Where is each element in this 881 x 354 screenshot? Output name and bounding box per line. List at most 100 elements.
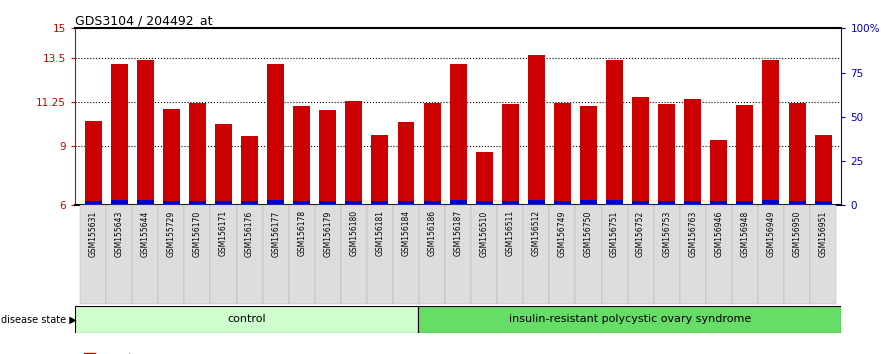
Bar (502, 104, 519, 205)
FancyBboxPatch shape (550, 205, 575, 304)
Bar (319, 201, 337, 205)
Bar (189, 103, 206, 205)
FancyBboxPatch shape (263, 205, 289, 304)
FancyBboxPatch shape (184, 205, 211, 304)
Bar (788, 201, 805, 205)
FancyBboxPatch shape (654, 205, 680, 304)
Bar (163, 201, 180, 205)
FancyBboxPatch shape (680, 205, 706, 304)
Text: GSM156752: GSM156752 (636, 210, 645, 257)
Text: GSM156179: GSM156179 (323, 210, 332, 257)
Text: GSM156510: GSM156510 (479, 210, 489, 257)
FancyBboxPatch shape (132, 205, 159, 304)
FancyBboxPatch shape (732, 205, 758, 304)
Bar (554, 103, 571, 205)
Bar (815, 201, 832, 205)
Bar (215, 124, 232, 205)
Bar (633, 97, 649, 205)
Text: GSM156180: GSM156180 (350, 210, 359, 256)
Bar (580, 200, 597, 205)
Bar (658, 201, 675, 205)
Text: GSM156763: GSM156763 (688, 210, 697, 257)
Bar (528, 55, 544, 205)
Text: GSM156949: GSM156949 (766, 210, 775, 257)
Bar (476, 152, 492, 205)
Bar (502, 201, 519, 205)
Text: GSM156948: GSM156948 (740, 210, 750, 257)
Text: GSM156950: GSM156950 (793, 210, 802, 257)
Bar (163, 109, 180, 205)
Bar (762, 60, 780, 205)
Bar (554, 201, 571, 205)
Text: GSM156181: GSM156181 (375, 210, 384, 256)
Text: GSM156176: GSM156176 (245, 210, 254, 257)
Text: disease state ▶: disease state ▶ (1, 314, 77, 325)
Bar (476, 201, 492, 205)
Text: GSM156184: GSM156184 (402, 210, 411, 256)
Bar (449, 200, 467, 205)
Bar (267, 200, 284, 205)
Bar (345, 101, 362, 205)
FancyBboxPatch shape (289, 205, 315, 304)
Text: GSM156177: GSM156177 (271, 210, 280, 257)
Bar (267, 64, 284, 205)
Bar (137, 200, 154, 205)
Text: GSM155631: GSM155631 (89, 210, 98, 257)
Text: GSM155643: GSM155643 (115, 210, 123, 257)
Text: insulin-resistant polycystic ovary syndrome: insulin-resistant polycystic ovary syndr… (509, 314, 751, 325)
FancyBboxPatch shape (419, 205, 445, 304)
Text: GSM156187: GSM156187 (454, 210, 463, 256)
FancyBboxPatch shape (211, 205, 236, 304)
FancyBboxPatch shape (366, 205, 393, 304)
Bar (658, 104, 675, 205)
Bar (293, 106, 310, 205)
Bar (215, 201, 232, 205)
FancyBboxPatch shape (706, 205, 732, 304)
Bar (685, 99, 701, 205)
Bar (372, 135, 389, 205)
Bar (137, 60, 154, 205)
FancyBboxPatch shape (602, 205, 627, 304)
Text: GSM156171: GSM156171 (219, 210, 228, 256)
Text: GSM156186: GSM156186 (427, 210, 437, 256)
Text: GSM156751: GSM156751 (610, 210, 619, 257)
Legend: count, percentile rank within the sample: count, percentile rank within the sample (80, 349, 283, 354)
FancyBboxPatch shape (627, 205, 654, 304)
Bar (424, 201, 440, 205)
Text: control: control (227, 314, 266, 325)
Text: GDS3104 / 204492_at: GDS3104 / 204492_at (75, 14, 212, 27)
Bar (319, 110, 337, 205)
Text: GSM156951: GSM156951 (818, 210, 827, 257)
Bar (111, 64, 128, 205)
FancyBboxPatch shape (810, 205, 836, 304)
Text: GSM156749: GSM156749 (558, 210, 566, 257)
Bar (85, 201, 101, 205)
FancyBboxPatch shape (497, 205, 523, 304)
Bar (710, 201, 728, 205)
Bar (606, 60, 623, 205)
Bar (815, 135, 832, 205)
Bar (241, 201, 258, 205)
Bar (788, 103, 805, 205)
Text: GSM155729: GSM155729 (167, 210, 176, 257)
Text: GSM156512: GSM156512 (532, 210, 541, 256)
Text: GSM156511: GSM156511 (506, 210, 515, 256)
Bar (85, 121, 101, 205)
Bar (710, 141, 728, 205)
Bar (241, 137, 258, 205)
Text: GSM156170: GSM156170 (193, 210, 202, 257)
Bar (397, 201, 414, 205)
Text: GSM156946: GSM156946 (714, 210, 723, 257)
FancyBboxPatch shape (445, 205, 471, 304)
FancyBboxPatch shape (341, 205, 366, 304)
Bar (633, 201, 649, 205)
FancyBboxPatch shape (315, 205, 341, 304)
FancyBboxPatch shape (159, 205, 184, 304)
FancyBboxPatch shape (418, 306, 841, 333)
Bar (528, 200, 544, 205)
Bar (685, 201, 701, 205)
Bar (580, 106, 597, 205)
FancyBboxPatch shape (236, 205, 263, 304)
FancyBboxPatch shape (75, 306, 418, 333)
Bar (397, 122, 414, 205)
